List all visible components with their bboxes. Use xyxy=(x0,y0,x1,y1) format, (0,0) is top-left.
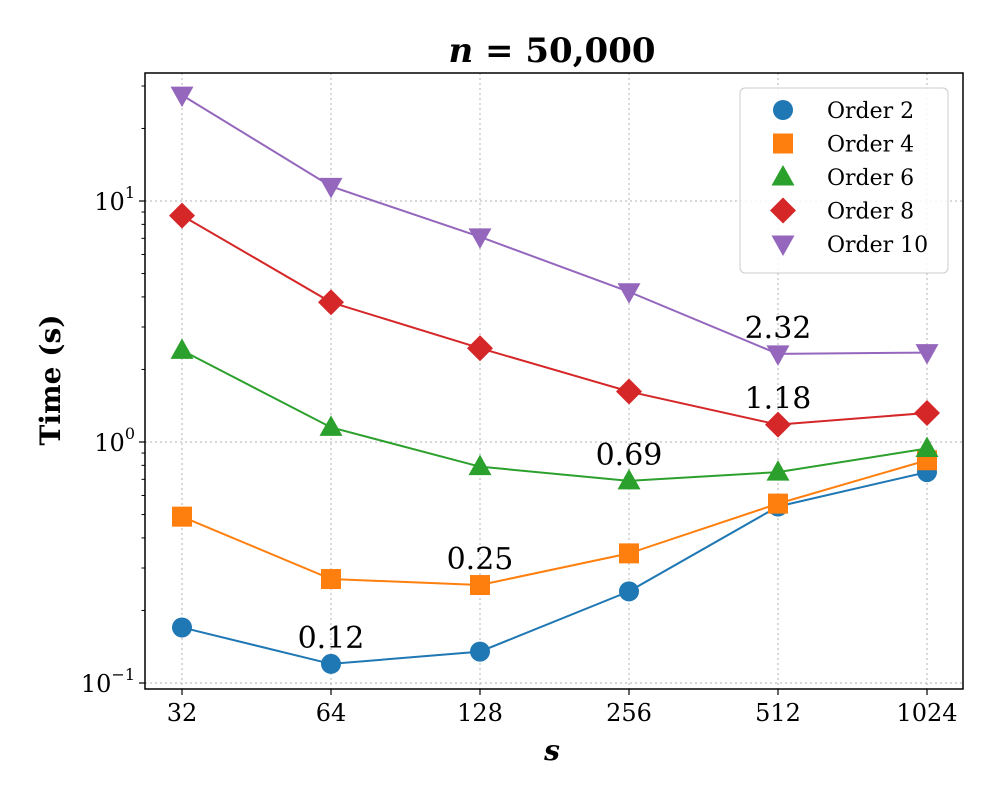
data-point xyxy=(768,493,788,514)
x-tick-label: 64 xyxy=(316,699,347,727)
legend-label: Order 4 xyxy=(827,133,914,158)
legend-marker xyxy=(773,100,793,120)
data-point xyxy=(470,641,490,662)
data-point xyxy=(321,569,341,590)
x-tick-label: 128 xyxy=(457,699,503,727)
series-line xyxy=(181,471,928,665)
series-order-10 xyxy=(170,86,939,366)
series-order-6 xyxy=(170,338,939,490)
data-point xyxy=(765,411,791,438)
legend-marker xyxy=(771,165,795,186)
data-point xyxy=(321,653,341,674)
chart-title-rest: = 50,000 xyxy=(473,31,655,71)
chart-title-var: n xyxy=(448,31,473,71)
data-point xyxy=(468,454,492,476)
y-tick-label: 101 xyxy=(94,183,135,216)
legend-marker xyxy=(773,133,793,154)
chart-title: n = 50,000 xyxy=(448,31,655,71)
series-order-8 xyxy=(169,202,940,438)
x-tick-label: 32 xyxy=(167,699,198,727)
annotation-label: 1.18 xyxy=(745,382,812,417)
series-line xyxy=(181,349,928,482)
data-point xyxy=(619,543,639,564)
series-order-2 xyxy=(172,462,937,674)
y-axis-label: Time (s) xyxy=(34,315,67,446)
data-point xyxy=(172,506,192,527)
data-point xyxy=(467,335,493,362)
plot-frame xyxy=(144,72,964,690)
annotation-label: 2.32 xyxy=(745,311,812,346)
data-point xyxy=(915,344,939,365)
data-point xyxy=(318,289,344,316)
series-line xyxy=(181,214,928,426)
data-point xyxy=(172,617,192,638)
data-point xyxy=(468,228,492,249)
legend-marker xyxy=(771,235,795,256)
data-point xyxy=(170,86,194,108)
x-tick-label: 256 xyxy=(606,699,652,727)
legend-label: Order 6 xyxy=(827,166,914,191)
annotation-label: 0.12 xyxy=(298,621,365,656)
legend-marker xyxy=(770,197,796,224)
annotations: 0.12 0.25 0.69 1.18 2.32 xyxy=(298,311,812,656)
data-point xyxy=(766,460,790,481)
x-tick-label: 512 xyxy=(755,699,801,727)
series-line xyxy=(181,459,928,587)
annotation-label: 0.25 xyxy=(447,542,514,577)
data-point xyxy=(169,202,195,229)
y-tick-label: 100 xyxy=(94,424,135,457)
x-tick-label: 1024 xyxy=(896,699,957,727)
data-point xyxy=(617,283,641,304)
x-axis-label: s xyxy=(543,734,560,767)
series-order-4 xyxy=(172,450,937,596)
data-point xyxy=(319,177,343,199)
series-layer xyxy=(169,86,940,674)
data-point xyxy=(617,468,641,490)
data-point xyxy=(319,415,343,436)
legend-label: Order 8 xyxy=(827,200,914,225)
annotation-label: 0.69 xyxy=(596,438,663,473)
data-point xyxy=(619,581,639,602)
legend-label: Order 2 xyxy=(827,99,914,124)
data-point xyxy=(914,399,940,426)
legend-label: Order 10 xyxy=(827,233,928,258)
data-point xyxy=(915,436,939,457)
data-point xyxy=(766,345,790,366)
data-point xyxy=(470,575,490,596)
data-point xyxy=(170,338,194,359)
y-tick-label: 10−1 xyxy=(81,665,135,698)
legend: Order 2 Order 4 Order 6 Order 8 Order 10 xyxy=(739,87,949,274)
data-point xyxy=(616,378,642,405)
series-line xyxy=(181,94,928,355)
axis-ticks: 32 64 128 256 512 1024 10−1 100 101 xyxy=(81,85,958,727)
